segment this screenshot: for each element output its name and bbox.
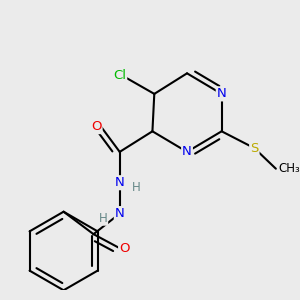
Text: H: H (132, 181, 141, 194)
Text: N: N (115, 176, 124, 189)
Text: N: N (115, 207, 124, 220)
Text: O: O (119, 242, 130, 255)
Text: O: O (91, 120, 102, 133)
Text: S: S (250, 142, 259, 154)
Text: CH₃: CH₃ (279, 162, 300, 175)
Text: H: H (98, 212, 107, 225)
Text: N: N (182, 146, 192, 158)
Text: N: N (217, 87, 226, 101)
Text: Cl: Cl (113, 69, 126, 82)
